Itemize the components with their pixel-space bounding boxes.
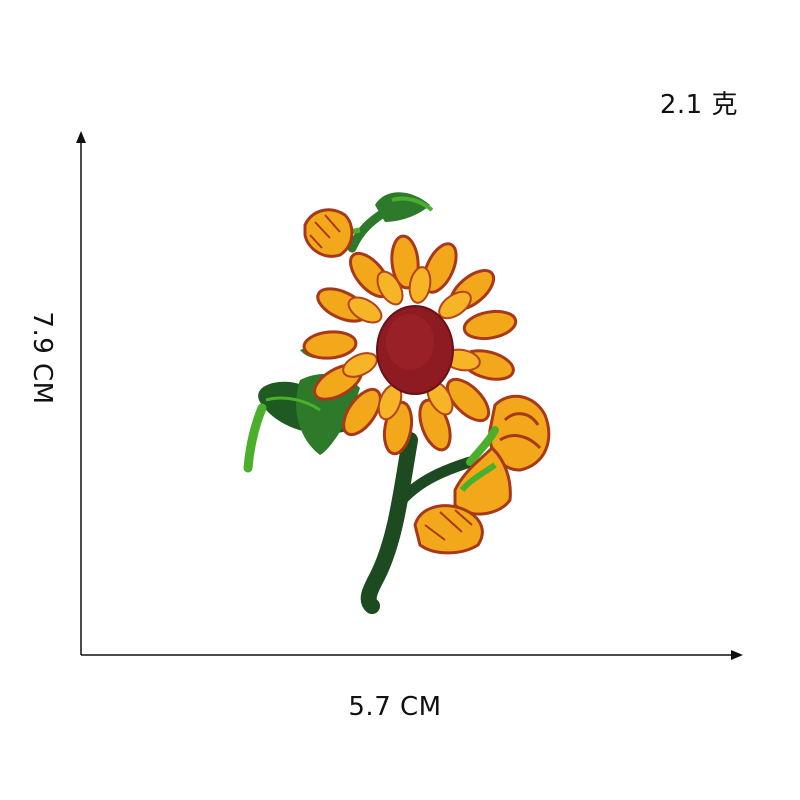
up-arrow-icon [76, 131, 86, 143]
height-label: 7.9 CM [27, 311, 57, 405]
width-axis [81, 650, 743, 660]
height-axis [76, 131, 86, 655]
width-label: 5.7 CM [348, 692, 442, 722]
weight-label: 2.1 克 [659, 90, 738, 120]
sunflower-patch-icon [243, 192, 551, 614]
right-arrow-icon [731, 650, 743, 660]
